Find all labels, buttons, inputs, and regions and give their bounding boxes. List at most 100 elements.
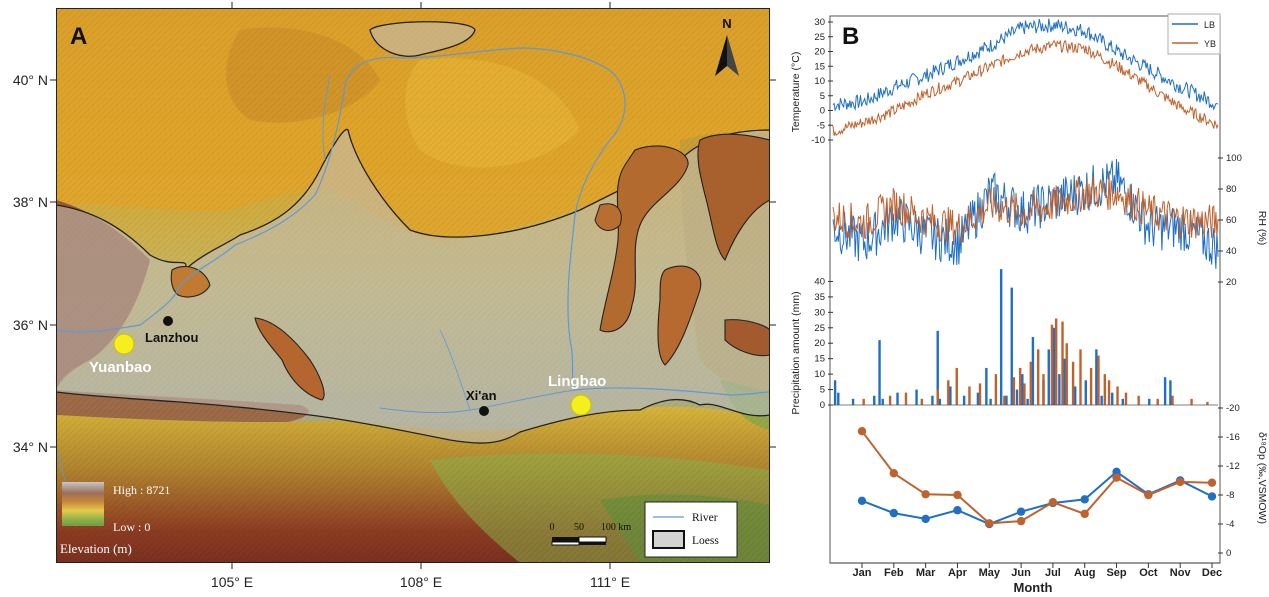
precip-bar-lb (931, 395, 934, 405)
elevation-low-label: Low : 0 (113, 520, 150, 534)
precip-bar-lb (1015, 389, 1019, 405)
series-line-lb (832, 158, 1219, 269)
temperature-axis-title: Temperature (°C) (790, 52, 802, 133)
month-tick-label: Feb (884, 567, 904, 579)
precip-bar-yb (1042, 374, 1045, 405)
precip-bar-lb (936, 330, 939, 405)
precip-tick-label: 25 (814, 323, 825, 334)
panel-label-a: A (70, 23, 87, 50)
month-tick-label: Jan (853, 567, 872, 579)
precip-bar-lb (1010, 287, 1013, 405)
precip-tick-label: 30 (814, 307, 825, 318)
d18o-point-lb (857, 496, 867, 505)
precip-bar-yb (955, 367, 958, 405)
d18o-tick-label: -20 (1226, 403, 1240, 414)
scale-label: 50 (574, 522, 584, 533)
d18o-line-yb (861, 430, 1213, 525)
lanzhou-marker (163, 316, 173, 326)
north-arrow-icon: N (715, 16, 739, 76)
d18o-point-yb (985, 519, 994, 528)
chart-frame (829, 15, 1221, 564)
d18o-tick-label: -12 (1226, 461, 1240, 472)
month-tick-label: Apr (948, 567, 968, 579)
precip-bar-yb (1156, 398, 1159, 405)
precip-bar-yb (888, 395, 892, 405)
precip-bar-lb (896, 392, 899, 405)
map-panel (56, 8, 770, 563)
series-line-yb (832, 173, 1219, 246)
precip-bar-lb (1058, 374, 1061, 405)
rh-tick-label: 80 (1226, 184, 1237, 195)
temperature-tick-label: 25 (814, 32, 825, 43)
month-tick-label: Oct (1139, 567, 1158, 579)
precip-bar-lb (881, 398, 884, 405)
precip-bar-lb (851, 398, 855, 405)
longitude-labels: 105° E 108° E 111° E (211, 574, 630, 590)
precip-bar-lb (1074, 386, 1077, 405)
panel-label-b: B (842, 23, 859, 50)
precipitation-axis-title: Precipitation amount (mm) (790, 291, 802, 414)
series-line-lb (832, 18, 1219, 112)
map-markers: Lanzhou Xi'an Yuanbao Lingbao (89, 316, 606, 416)
temperature-tick-label: -5 (817, 120, 825, 131)
d18o-point-lb (889, 508, 899, 518)
d18o-point-yb (1144, 490, 1153, 500)
month-tick-label: Sep (1106, 567, 1126, 579)
temperature-tick-label: 10 (814, 76, 825, 87)
precip-bar-lb (1052, 327, 1056, 405)
map-axis-ticks (50, 2, 776, 569)
d18o-point-yb (1016, 516, 1026, 526)
precip-bar-yb (862, 398, 865, 405)
city-label-xian: Xi'an (466, 388, 497, 403)
lat-label: 36° N (13, 317, 48, 333)
legend-river-label: River (692, 512, 718, 524)
precip-tick-label: 0 (820, 400, 825, 411)
rh-tick-label: 20 (1226, 277, 1237, 288)
precip-bar-yb (1036, 349, 1040, 405)
legend-lb-label: LB (1204, 20, 1215, 30)
chart-legend: LB YB (1167, 13, 1221, 55)
scale-label: 0 (550, 522, 555, 533)
precip-bar-lb (878, 340, 881, 405)
series-line-yb (832, 39, 1219, 137)
site-label-yuanbao: Yuanbao (89, 359, 152, 376)
d18o-point-lb (1016, 507, 1026, 516)
precip-bar-lb (962, 395, 966, 405)
month-axis-title: Month (1014, 580, 1053, 595)
precip-bar-lb (1005, 395, 1008, 405)
precip-bar-yb (1029, 361, 1032, 405)
precip-bar-yb (1019, 367, 1022, 405)
precip-bar-yb (1107, 380, 1111, 405)
precip-bar-lb (1026, 398, 1029, 405)
precip-bar-yb (1071, 361, 1075, 405)
precip-bar-yb (947, 380, 950, 405)
d18o-line-lb (861, 470, 1213, 526)
temperature-tick-label: 15 (814, 61, 825, 72)
d18o-point-yb (1048, 498, 1058, 507)
lat-label: 40° N (13, 72, 48, 88)
temperature-tick-label: -10 (811, 135, 825, 146)
precip-bar-lb (949, 386, 952, 405)
xian-marker (479, 406, 489, 416)
precip-bar-lb (1148, 398, 1151, 405)
lon-label: 108° E (400, 574, 442, 590)
d18o-point-lb (1207, 492, 1217, 501)
d18o-tick-label: -4 (1226, 519, 1234, 530)
precip-bar-yb (1116, 386, 1119, 405)
lingbao-site-marker (570, 394, 592, 416)
precip-bar-yb (936, 389, 939, 405)
d18o-tick-label: -8 (1226, 490, 1234, 501)
d18o-point-yb (889, 469, 899, 478)
lat-label: 34° N (13, 439, 48, 455)
precip-tick-label: 40 (814, 276, 825, 287)
scale-label: 100 km (601, 522, 632, 533)
precip-bar-lb (833, 380, 837, 405)
d18o-point-lb (953, 506, 962, 515)
rh-tick-label: 100 (1226, 153, 1242, 164)
temperature-tick-label: 20 (814, 47, 825, 58)
scale-bar: 0 50 100 km (550, 522, 632, 546)
precip-bar-yb (1061, 321, 1064, 405)
precip-bar-yb (1097, 355, 1100, 405)
temperature-tick-label: 5 (820, 91, 825, 102)
precip-tick-label: 5 (820, 385, 825, 396)
